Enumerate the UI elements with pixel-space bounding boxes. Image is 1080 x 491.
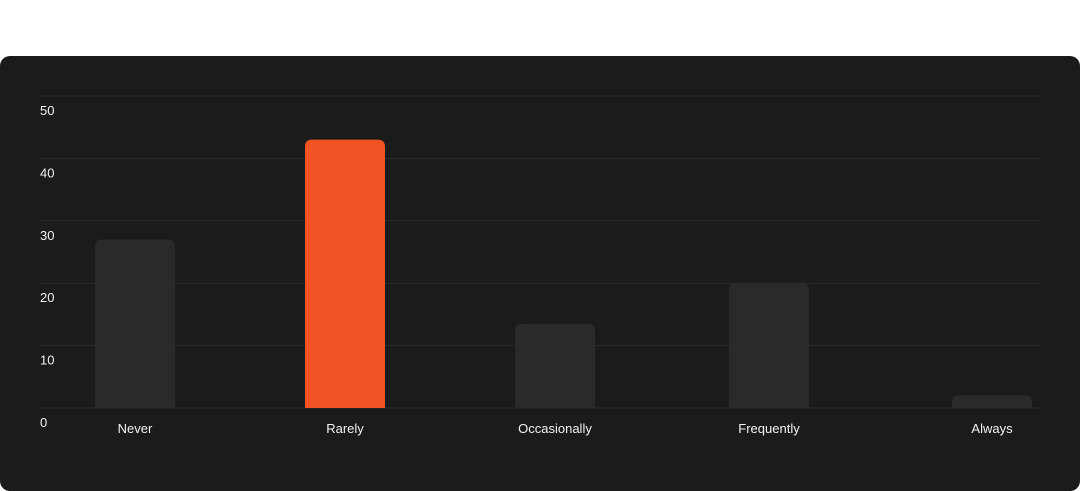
y-tick-label: 20 — [40, 290, 54, 305]
bar-never[interactable] — [95, 239, 175, 408]
y-axis-ticks: 0 10 20 30 40 50 — [40, 103, 54, 430]
y-tick-label: 50 — [40, 103, 54, 118]
gridlines — [40, 95, 1040, 409]
y-tick-label: 10 — [40, 353, 54, 368]
chart-card: 0 10 20 30 40 50 Never Rarely Occasionally Frequ… — [0, 56, 1080, 491]
x-tick-label-rarely: Rarely — [326, 421, 364, 436]
x-tick-label-always: Always — [971, 421, 1013, 436]
bar-occasionally[interactable] — [515, 323, 595, 408]
x-tick-label-frequently: Frequently — [738, 421, 800, 436]
y-tick-label: 40 — [40, 165, 54, 180]
y-tick-label: 0 — [40, 415, 47, 430]
bar-rarely[interactable] — [305, 139, 385, 408]
x-axis-labels: Never Rarely Occasionally Frequently Always — [118, 421, 1013, 436]
bars — [95, 139, 1032, 408]
y-tick-label: 30 — [40, 228, 54, 243]
bar-chart: 0 10 20 30 40 50 Never Rarely Occasionally Frequ… — [40, 95, 1040, 436]
bar-frequently[interactable] — [729, 283, 809, 408]
x-tick-label-never: Never — [118, 421, 153, 436]
bar-always[interactable] — [952, 395, 1032, 408]
x-tick-label-occasionally: Occasionally — [518, 421, 592, 436]
